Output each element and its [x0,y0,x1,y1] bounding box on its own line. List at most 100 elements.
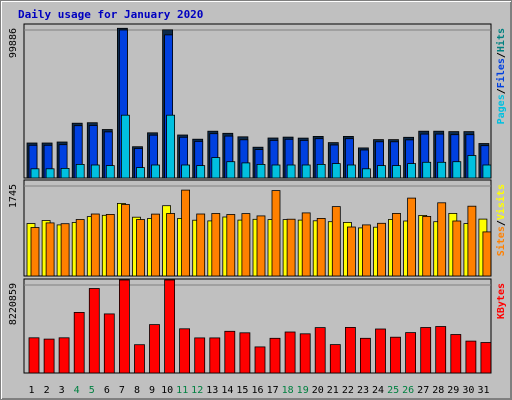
bar-pages-11 [181,164,191,179]
bar-kbytes-9 [149,324,160,374]
bar-sites-25 [392,212,401,277]
legend-mid: Sites/Visits [495,184,507,256]
bar-kbytes-17 [269,337,281,374]
bar-pages-17 [271,164,281,179]
bar-pages-1 [30,168,40,179]
bar-sites-1 [30,227,40,277]
bar-pages-12 [196,165,206,179]
bar-kbytes-10 [164,279,176,374]
bar-sites-27 [422,215,432,277]
bar-sites-4 [75,219,85,277]
x-tick-label-15: 15 [236,385,248,396]
x-tick-label-7: 7 [119,385,125,396]
bar-sites-29 [452,220,462,277]
bar-sites-21 [331,206,341,277]
bar-kbytes-18 [284,331,296,374]
bar-pages-20 [316,163,326,179]
bar-pages-23 [361,168,371,179]
bar-kbytes-13 [209,337,221,374]
x-tick-label-24: 24 [372,385,384,396]
x-tick-label-22: 22 [342,385,354,396]
bar-sites-8 [136,219,145,277]
x-tick-label-3: 3 [59,385,65,396]
x-tick-label-10: 10 [161,385,173,396]
legend-label-bot-0: KBytes [496,283,507,319]
x-tick-label-11: 11 [176,385,188,396]
bar-pages-9 [151,164,160,179]
bar-pages-31 [482,164,492,179]
x-tick-label-13: 13 [206,385,218,396]
bar-pages-18 [286,164,296,179]
bar-pages-8 [136,167,145,179]
bar-sites-6 [105,213,115,277]
bar-kbytes-29 [450,334,462,374]
x-tick-label-25: 25 [387,385,399,396]
bar-kbytes-1 [28,337,40,374]
x-tick-label-20: 20 [312,385,324,396]
bar-sites-24 [377,222,386,277]
bar-sites-16 [256,215,266,277]
bar-kbytes-30 [465,340,477,374]
x-tick-label-5: 5 [89,385,95,396]
ymax-label-mid: 1745 [8,184,19,208]
x-tick-label-9: 9 [149,385,155,396]
legend-label-mid-1: / [496,220,507,226]
bar-pages-4 [75,163,85,179]
bar-kbytes-22 [344,326,356,374]
legend-top: Pages/Files/Hits [495,28,507,124]
bar-pages-13 [211,157,221,179]
bar-kbytes-2 [43,338,55,374]
bar-pages-24 [377,165,386,179]
bar-kbytes-26 [405,332,417,374]
bar-kbytes-5 [88,288,100,374]
x-tick-label-27: 27 [417,385,429,396]
x-tick-label-31: 31 [477,385,489,396]
bar-kbytes-21 [329,344,341,374]
bar-pages-22 [346,164,356,179]
bar-pages-19 [301,164,311,179]
x-tick-label-28: 28 [432,385,444,396]
bar-kbytes-15 [239,332,251,374]
bar-pages-10 [166,114,176,179]
legend-label-mid-0: Sites [495,226,507,256]
legend-bot: KBytes [496,283,507,319]
bar-pages-30 [467,155,477,179]
x-tick-label-18: 18 [282,385,294,396]
bar-pages-25 [392,165,401,179]
bar-kbytes-23 [359,337,371,374]
bar-sites-20 [316,217,326,277]
x-tick-label-26: 26 [402,385,414,396]
bar-kbytes-8 [134,344,145,374]
bar-kbytes-11 [179,328,191,374]
bar-kbytes-7 [119,279,130,374]
bar-kbytes-31 [480,342,492,374]
bar-pages-21 [331,163,341,179]
bar-sites-22 [346,226,356,277]
x-tick-label-16: 16 [251,385,263,396]
x-tick-label-2: 2 [44,385,50,396]
bar-sites-9 [151,213,160,277]
bar-kbytes-14 [224,330,236,374]
bar-pages-7 [121,114,130,179]
bar-kbytes-16 [254,346,266,374]
x-tick-label-1: 1 [28,385,34,396]
ymax-label-top: 99886 [8,28,19,58]
bar-kbytes-19 [299,333,311,374]
bar-sites-28 [437,202,447,277]
x-tick-label-4: 4 [74,385,80,396]
bar-pages-27 [422,161,432,179]
bar-kbytes-28 [435,326,447,374]
bar-sites-31 [482,231,492,277]
legend-label-top-4: Hits [495,28,507,52]
bar-sites-7 [121,204,130,277]
chart-title: Daily usage for January 2020 [18,8,204,21]
bar-sites-18 [286,218,296,277]
bar-sites-13 [211,213,221,277]
bar-pages-14 [226,161,236,179]
x-tick-label-21: 21 [327,385,339,396]
bar-pages-15 [241,162,251,179]
x-tick-label-6: 6 [104,385,110,396]
bar-sites-30 [467,205,477,277]
bar-pages-26 [407,163,417,179]
